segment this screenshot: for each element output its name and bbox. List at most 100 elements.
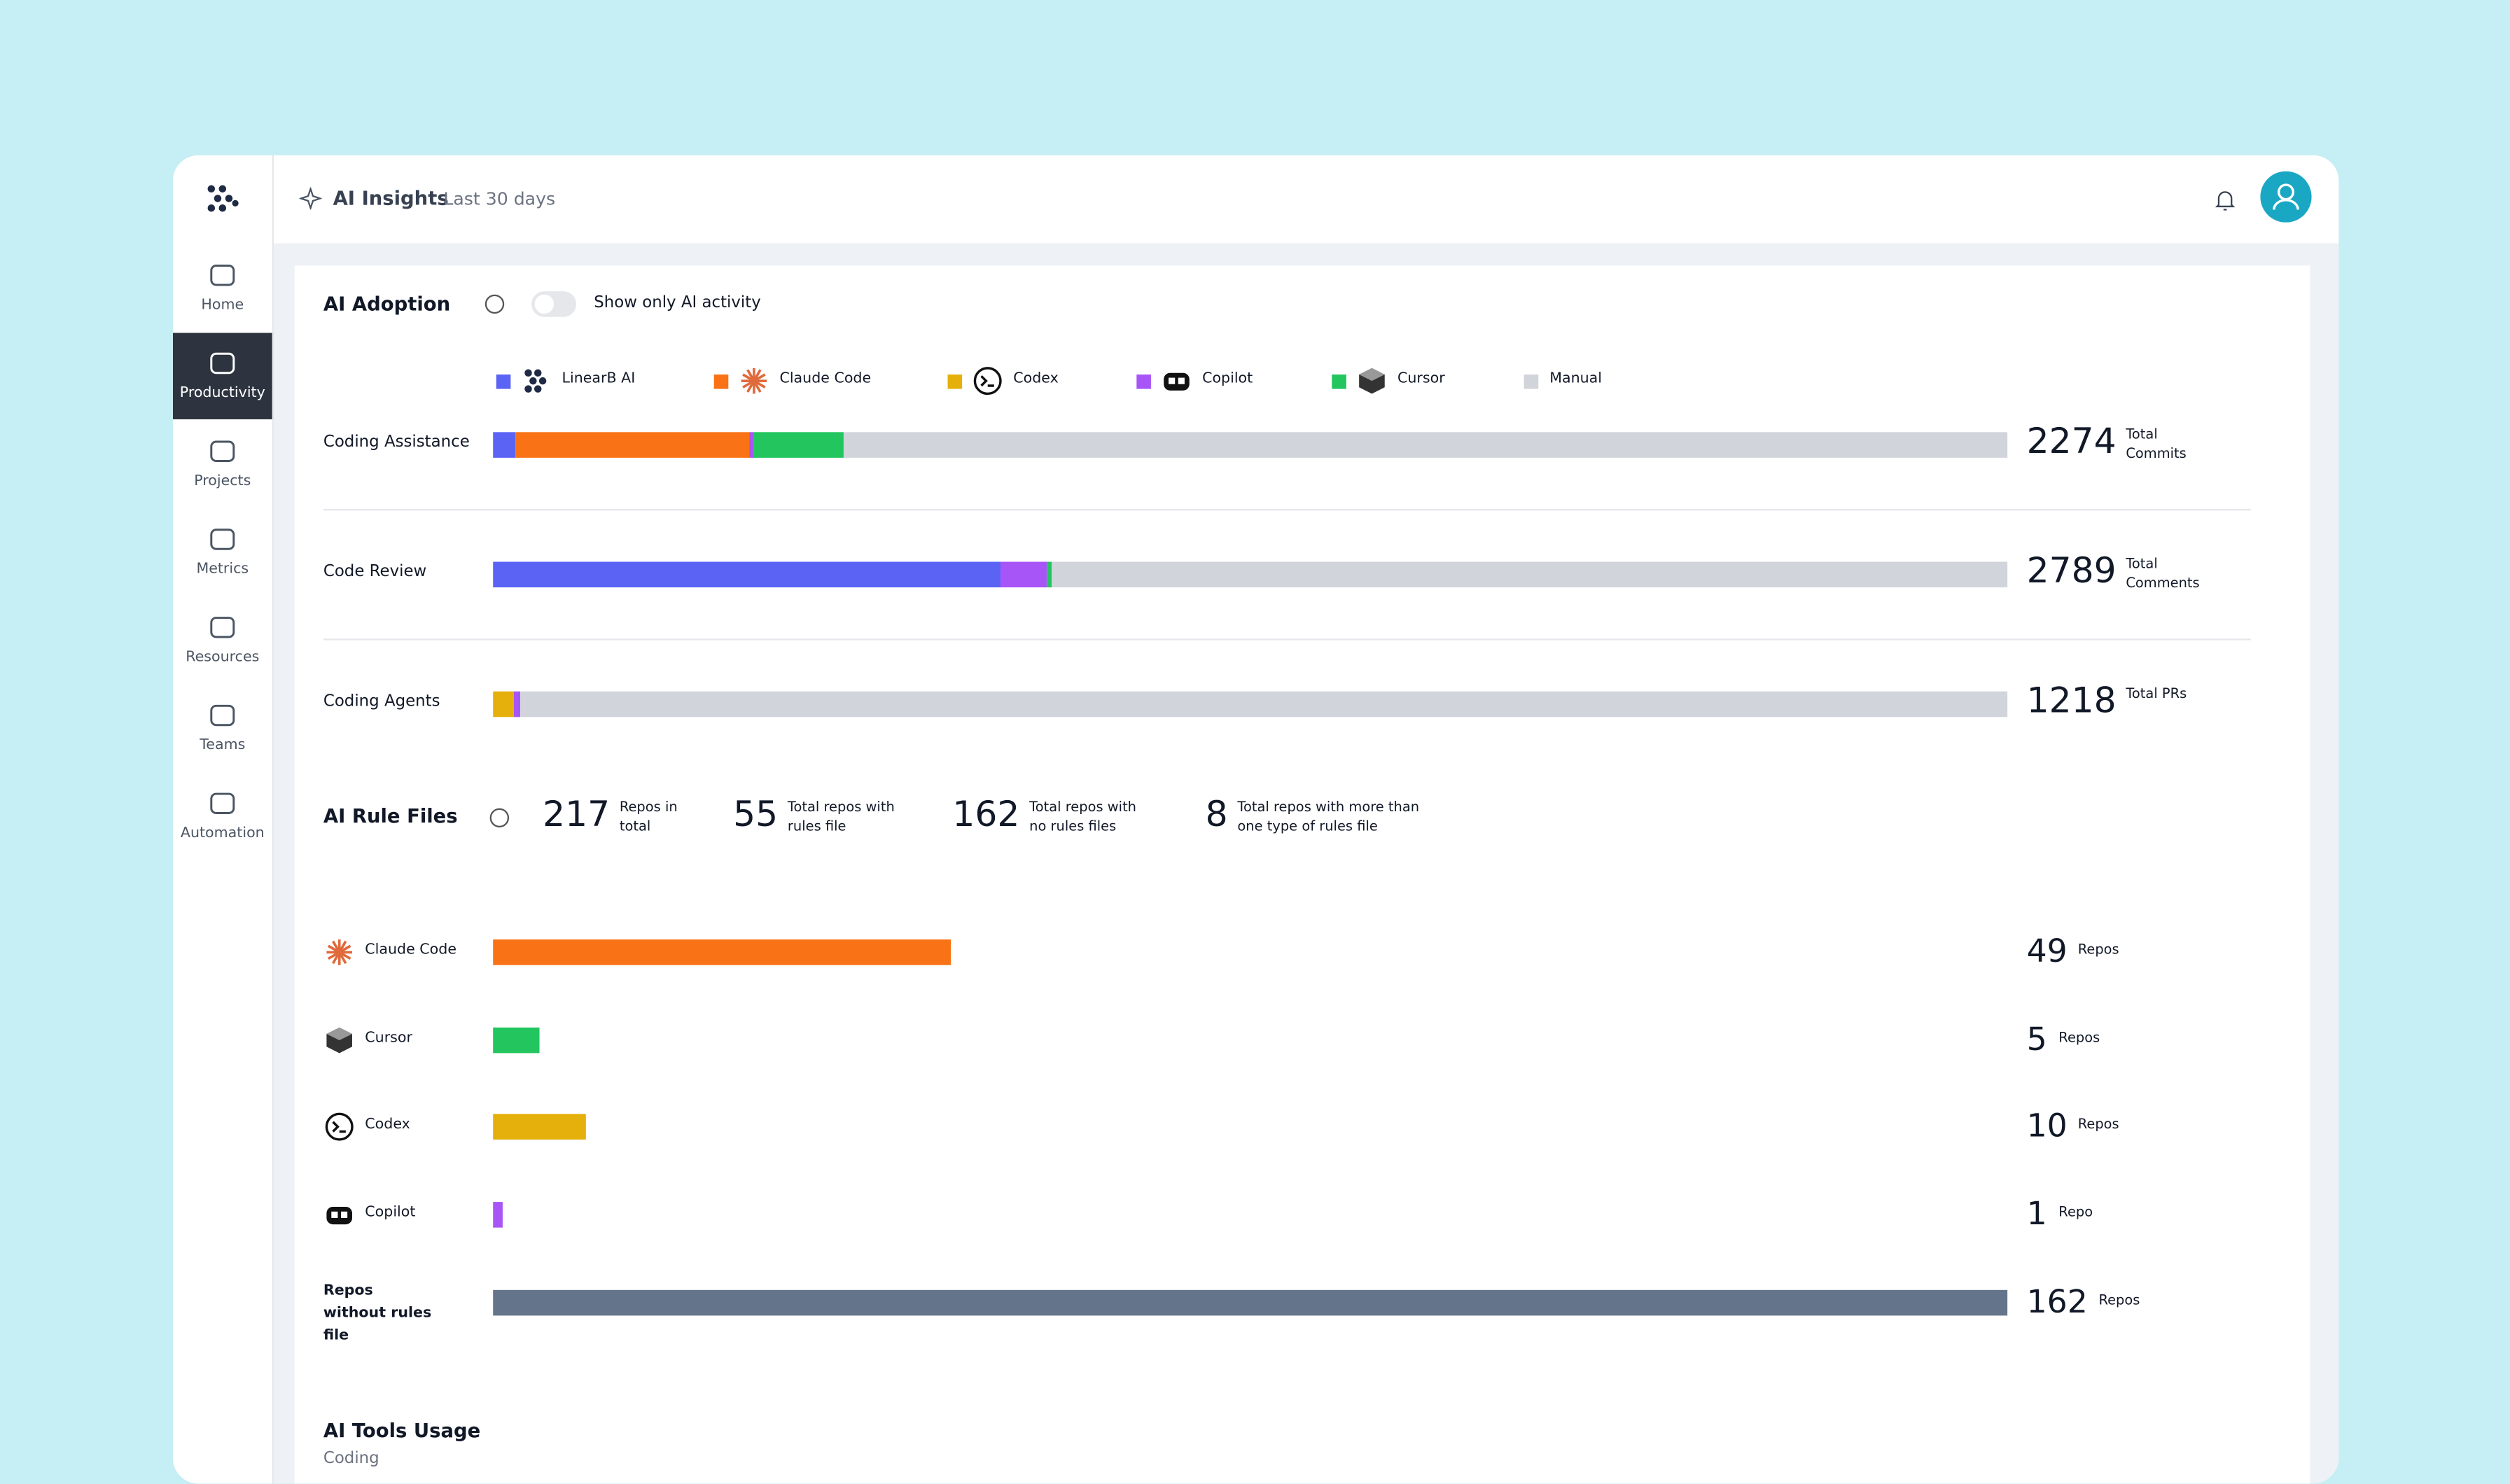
bar-segment: [514, 691, 521, 718]
nav-label: Resources: [186, 650, 260, 666]
nav-item[interactable]: Resources: [173, 597, 272, 683]
nav-item[interactable]: Teams: [173, 685, 272, 771]
nav-icon: [210, 440, 235, 462]
legend-swatch: [1524, 374, 1539, 389]
tool-icon: [741, 368, 767, 394]
row-divider: [323, 509, 2251, 511]
stat-value: 8: [1205, 795, 1228, 836]
bell-icon[interactable]: [2214, 188, 2236, 214]
page-title: AI Insights: [333, 187, 449, 210]
row-divider: [323, 638, 2251, 640]
row-label: Code Review: [323, 563, 427, 581]
tool-icon: [325, 1113, 354, 1142]
tool-label: Cursor: [365, 1030, 412, 1046]
row-label: Coding Assistance: [323, 433, 470, 451]
repo-bar: [493, 1027, 540, 1053]
total-unit: Total Comments: [2126, 556, 2200, 592]
content-panel: AI Adoption Show only AI activity LinearB …: [294, 265, 2310, 1484]
row-label: Coding Agents: [323, 693, 440, 711]
repo-count: 49: [2026, 931, 2068, 970]
bar-segment: [493, 432, 516, 458]
tool-label: Codex: [365, 1117, 410, 1134]
toggle-label: Show only AI activity: [594, 294, 761, 312]
total-value: 2274: [2026, 422, 2117, 463]
section-subtitle: Coding: [323, 1450, 379, 1468]
sparkle-icon: [299, 187, 322, 210]
stat-label: Total repos with no rules files: [1029, 800, 1137, 836]
tool-icon: [326, 939, 353, 965]
legend-swatch: [1136, 374, 1151, 389]
bar-segment: [520, 691, 2008, 718]
legend-swatch: [496, 374, 511, 389]
nav-label: Teams: [200, 738, 246, 754]
repo-unit: Repos: [2098, 1292, 2140, 1309]
nav-label: Projects: [194, 473, 251, 490]
bar-segment: [844, 432, 2008, 458]
section-title: AI Rule Files: [323, 805, 458, 828]
legend-label: Manual: [1549, 371, 1603, 388]
app-window: Home Productivity Projects Metrics Resources…: [172, 155, 2339, 1484]
period[interactable]: Last 30 days: [443, 188, 556, 210]
nav-item[interactable]: Productivity: [172, 332, 272, 420]
avatar[interactable]: [2260, 171, 2312, 223]
stat-label: Total repos with more than one type of r…: [1237, 800, 1420, 836]
bar-segment: [493, 561, 1000, 588]
nav-item[interactable]: Projects: [173, 421, 272, 507]
section-title: AI Tools Usage: [323, 1420, 481, 1443]
nav-icon: [210, 792, 235, 814]
total-value: 1218: [2026, 682, 2117, 722]
total-value: 2789: [2026, 552, 2117, 592]
repo-unit: Repos: [2077, 942, 2119, 959]
stat-label: Repos in total: [619, 800, 678, 836]
nav-icon: [210, 265, 235, 286]
repo-unit: Repos: [2077, 1117, 2119, 1134]
legend-swatch: [947, 374, 963, 389]
toggle-knob: [534, 294, 555, 314]
legend-swatch: [1332, 374, 1346, 389]
repo-unit: Repo: [2058, 1205, 2093, 1222]
bar-segment: [493, 691, 515, 718]
repo-bar: [493, 1114, 587, 1140]
repo-unit: Repos: [2058, 1030, 2100, 1046]
tool-icon: [1359, 368, 1385, 394]
section-title: AI Adoption: [323, 293, 451, 316]
legend-label: Codex: [1013, 371, 1059, 388]
nav-label: Metrics: [196, 561, 249, 578]
nav-item[interactable]: Home: [173, 245, 272, 331]
repo-count: 5: [2026, 1018, 2047, 1058]
tool-icon: [973, 367, 1002, 396]
nav-item[interactable]: Metrics: [173, 509, 272, 595]
tool-icon: [1164, 372, 1190, 391]
bar-segment: [515, 432, 749, 458]
tool-icon: [524, 369, 547, 393]
tool-label: Repos without rules file: [323, 1283, 432, 1345]
repo-count: 10: [2026, 1106, 2068, 1145]
tool-label: Copilot: [365, 1205, 416, 1222]
logo: [207, 185, 239, 212]
tool-icon: [326, 1027, 353, 1053]
sidebar: Home Productivity Projects Metrics Resources…: [172, 155, 274, 1484]
top-bar: AI Insights Last 30 days: [273, 155, 2339, 244]
repo-bar: [493, 1202, 503, 1228]
stat-value: 55: [733, 795, 779, 836]
nav-label: Home: [201, 298, 244, 314]
legend-swatch: [713, 374, 729, 389]
legend-label: Claude Code: [779, 371, 872, 388]
bar-segment: [1000, 561, 1047, 588]
nav-icon: [210, 704, 235, 727]
repo-count: 162: [2026, 1281, 2088, 1320]
stat-label: Total repos with rules file: [787, 800, 895, 836]
total-unit: Total PRs: [2126, 686, 2187, 703]
tool-icon: [326, 1207, 353, 1225]
nav-icon: [210, 352, 235, 374]
total-unit: Total Commits: [2126, 427, 2187, 463]
legend-label: LinearB AI: [562, 371, 636, 388]
stat-value: 217: [543, 795, 611, 836]
nav-item[interactable]: Automation: [173, 773, 272, 859]
bar-segment: [1047, 561, 1052, 588]
repo-count: 1: [2026, 1194, 2047, 1233]
tool-label: Claude Code: [365, 942, 456, 959]
bar-segment: [753, 432, 844, 458]
